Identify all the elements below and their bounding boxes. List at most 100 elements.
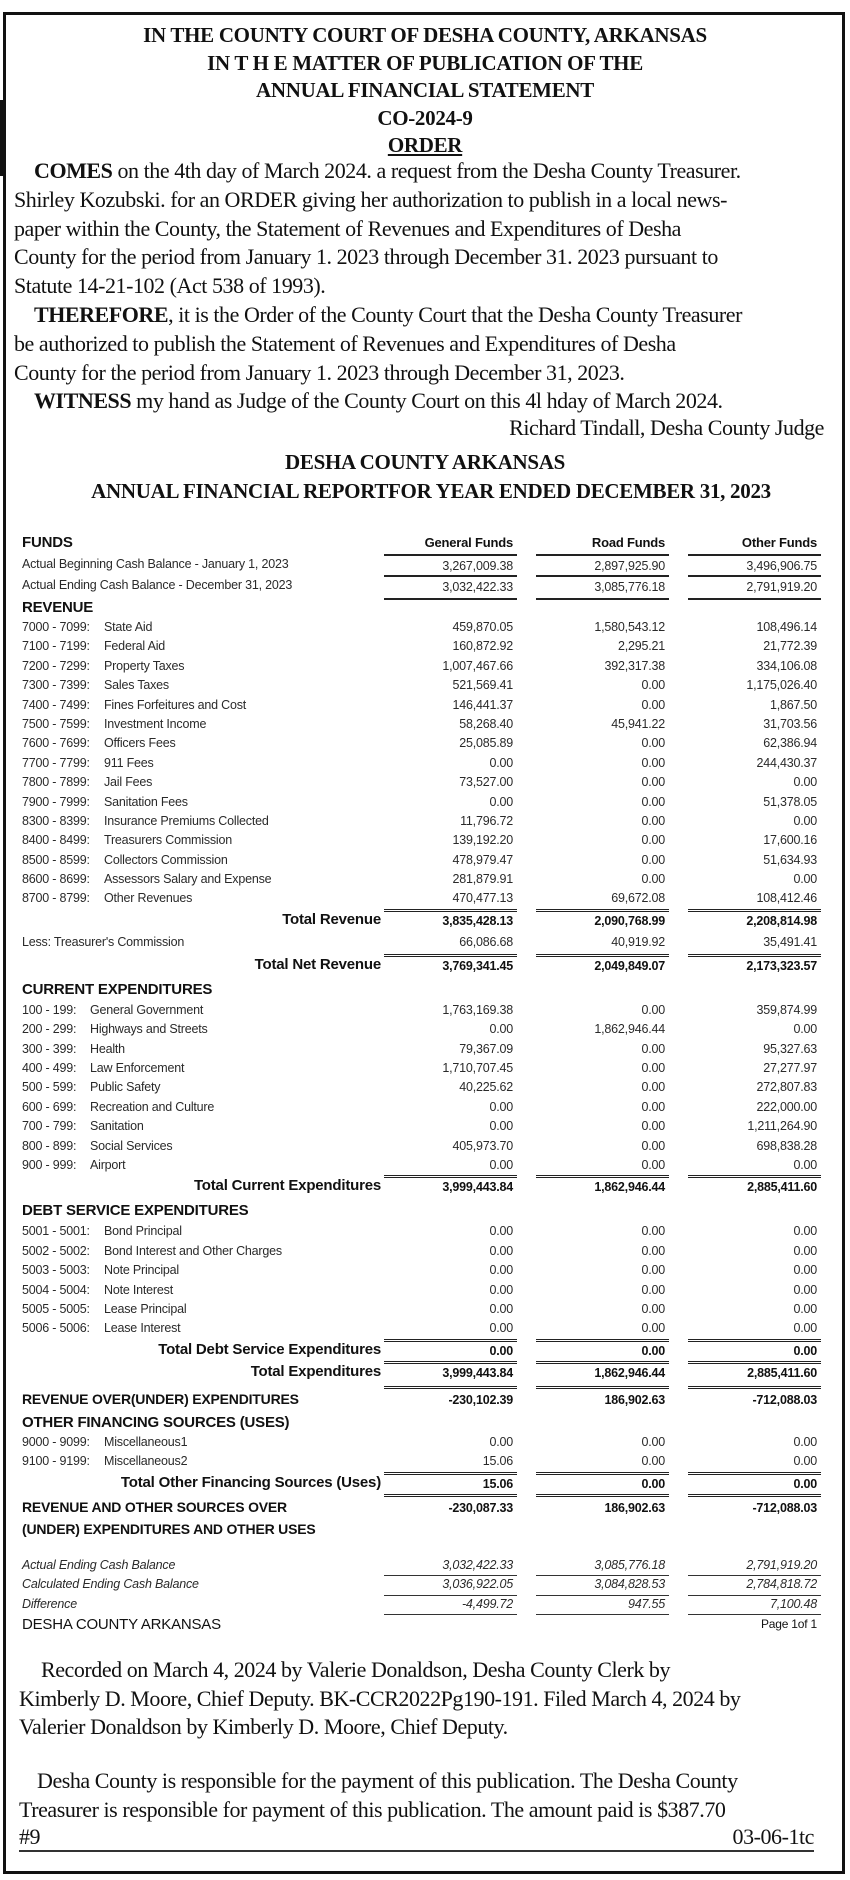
road-funds-value: 0.00 (641, 775, 665, 790)
row-label: 7600 - 7699: Officers Fees (22, 734, 176, 753)
general-funds-value: 0.00 (489, 1224, 513, 1239)
row-label: 5004 - 5004: Note Interest (22, 1281, 173, 1300)
account-code: 5001 - 5001: (22, 1224, 90, 1239)
total-row: Total Current Expenditures 3,999,443.84 1,… (0, 1175, 850, 1197)
item-row: 8300 - 8399: Insurance Premiums Collected… (0, 812, 850, 831)
other-funds-value: 21,772.39 (763, 639, 817, 654)
account-name: Property Taxes (104, 658, 185, 673)
general-funds-value: 3,267,009.38 (384, 554, 517, 577)
general-funds-value: 79,367.09 (459, 1041, 513, 1056)
general-funds-value: 0.00 (489, 794, 513, 809)
account-code: 300 - 399: (22, 1041, 77, 1056)
general-funds-value: 0.00 (489, 1263, 513, 1278)
row-label: 7800 - 7899: Jail Fees (22, 773, 152, 792)
text-line: Desha County is responsible for the paym… (37, 1768, 738, 1793)
account-code: 7100 - 7199: (22, 639, 90, 654)
other-funds-value: 1,867.50 (769, 697, 817, 712)
row-label: DESHA COUNTY ARKANSAS (22, 1616, 221, 1633)
item-row: 600 - 699: Recreation and Culture 0.00 0.00… (0, 1098, 850, 1117)
item-row: 7400 - 7499: Fines Forfeitures and Cost 14… (0, 696, 850, 715)
road-funds-value: 0.00 (641, 755, 665, 770)
row-label: 7500 - 7599: Investment Income (22, 715, 206, 734)
item-row: 5001 - 5001: Bond Principal 0.00 0.00 0.00 (0, 1222, 850, 1241)
general-funds-value: 0.00 (489, 1243, 513, 1258)
road-funds-value: 186,902.63 (536, 1385, 669, 1411)
account-name: Airport (90, 1157, 126, 1172)
item-row: 7300 - 7399: Sales Taxes 521,569.41 0.00 1,1… (0, 676, 850, 695)
account-name: State Aid (104, 620, 153, 634)
account-code: 600 - 699: (22, 1099, 77, 1114)
row-label: 100 - 199: General Government (22, 1001, 203, 1020)
total-row: Total Expenditures 3,999,443.84 1,862,946.… (0, 1360, 850, 1386)
road-funds-value: 45,941.22 (611, 716, 665, 731)
account-code: 5002 - 5002: (22, 1243, 90, 1258)
general-funds-value: 3,835,428.13 (384, 908, 517, 931)
row-label: 9100 - 9199: Miscellaneous2 (22, 1452, 188, 1471)
row-label: REVENUE AND OTHER SOURCES OVER (22, 1498, 287, 1515)
other-funds-value: 2,784,818.72 (688, 1575, 821, 1596)
row-label: REVENUE OVER(UNDER) EXPENDITURES (22, 1390, 299, 1407)
general-funds-value: 0.00 (489, 1119, 513, 1134)
account-name: Collectors Commission (104, 852, 228, 867)
general-funds-value: 1,710,707.45 (442, 1061, 513, 1076)
text-line: County for the period from January 1. 20… (14, 359, 625, 385)
report-title: DESHA COUNTY ARKANSAS ANNUAL FINANCIAL R… (0, 448, 850, 506)
road-funds-value: 3,085,776.18 (536, 575, 669, 600)
account-code: 5004 - 5004: (22, 1282, 90, 1297)
account-name: Bond Interest and Other Charges (104, 1243, 282, 1258)
other-funds-value: 3,496,906.75 (688, 554, 821, 577)
text-line: Kimberly D. Moore, Chief Deputy. BK-CCR2… (19, 1685, 741, 1711)
account-name: Note Principal (104, 1263, 180, 1278)
other-funds-value: 334,106.08 (756, 658, 817, 673)
general-funds-value: 0.00 (489, 1157, 513, 1172)
road-funds-value: 0.00 (641, 1157, 665, 1172)
row-label: DEBT SERVICE EXPENDITURES (22, 1202, 249, 1220)
account-code: 5003 - 5003: (22, 1263, 90, 1278)
less-row: Less: Treasurer's Commission 66,086.68 40,… (0, 931, 850, 954)
other-funds-value: 1,175,026.40 (746, 678, 817, 693)
account-name: Jail Fees (104, 775, 153, 790)
road-funds-value: 0.00 (641, 1099, 665, 1114)
text-line: paper within the County, the Statement o… (14, 215, 681, 241)
road-funds-value: 0.00 (641, 813, 665, 828)
lead-word: COMES (34, 158, 113, 183)
general-funds-value: 3,999,443.84 (384, 1360, 517, 1383)
row-label: (UNDER) EXPENDITURES AND OTHER USES (22, 1520, 316, 1537)
item-row: 7900 - 7999: Sanitation Fees 0.00 0.00 51,37… (0, 793, 850, 812)
other-funds-value: Page 1of 1 (760, 1617, 817, 1631)
account-name: Federal Aid (104, 639, 166, 654)
text-line: Shirley Kozubski. for an ORDER giving he… (14, 186, 727, 212)
general-funds-value: 66,086.68 (459, 934, 513, 949)
row-label: 7700 - 7799: 911 Fees (22, 754, 154, 773)
row-label: 7000 - 7099: State Aid (22, 618, 152, 637)
road-funds-value: 0.00 (641, 678, 665, 693)
item-row: 9000 - 9099: Miscellaneous1 0.00 0.00 0.00 (0, 1433, 850, 1452)
account-code: 700 - 799: (22, 1119, 77, 1134)
account-code: 7200 - 7299: (22, 658, 90, 673)
row-label: Total Other Financing Sources (Uses) (120, 1473, 381, 1491)
text-line: Valerier Donaldson by Kimberly D. Moore,… (19, 1714, 508, 1739)
row-label: 700 - 799: Sanitation (22, 1117, 144, 1136)
general-funds-value: 1,763,169.38 (442, 1002, 513, 1017)
account-code: 7800 - 7899: (22, 775, 90, 790)
account-name: Law Enforcement (90, 1061, 185, 1076)
road-funds-value: 0.00 (641, 1321, 665, 1336)
general-funds-value: 521,569.41 (452, 678, 513, 693)
payment-note: Desha County is responsible for the paym… (19, 1767, 819, 1852)
order-heading: ORDER (387, 133, 463, 157)
road-funds-value: 0.00 (641, 736, 665, 751)
other-funds-value: 62,386.94 (763, 736, 817, 751)
road-funds-value: 0.00 (641, 833, 665, 848)
item-row: 5002 - 5002: Bond Interest and Other Char… (0, 1242, 850, 1261)
account-name: Note Interest (104, 1282, 173, 1297)
other-funds-value: 2,208,814.98 (688, 908, 821, 931)
case-number: CO-2024-9 (377, 105, 473, 130)
item-row: 7800 - 7899: Jail Fees 73,527.00 0.00 0.00 (0, 773, 850, 792)
general-funds-value: -230,102.39 (384, 1385, 517, 1411)
other-funds-value: 51,378.05 (763, 794, 817, 809)
item-row: 500 - 599: Public Safety 40,225.62 0.00 272,… (0, 1078, 850, 1097)
other-funds-value: 0.00 (793, 1301, 817, 1316)
account-name: Fines Forfeitures and Cost (104, 697, 247, 712)
text-line: County for the period from January 1. 20… (14, 244, 718, 270)
financial-report-table: FUNDS General Funds Road Funds Other Funds A… (0, 532, 850, 1635)
